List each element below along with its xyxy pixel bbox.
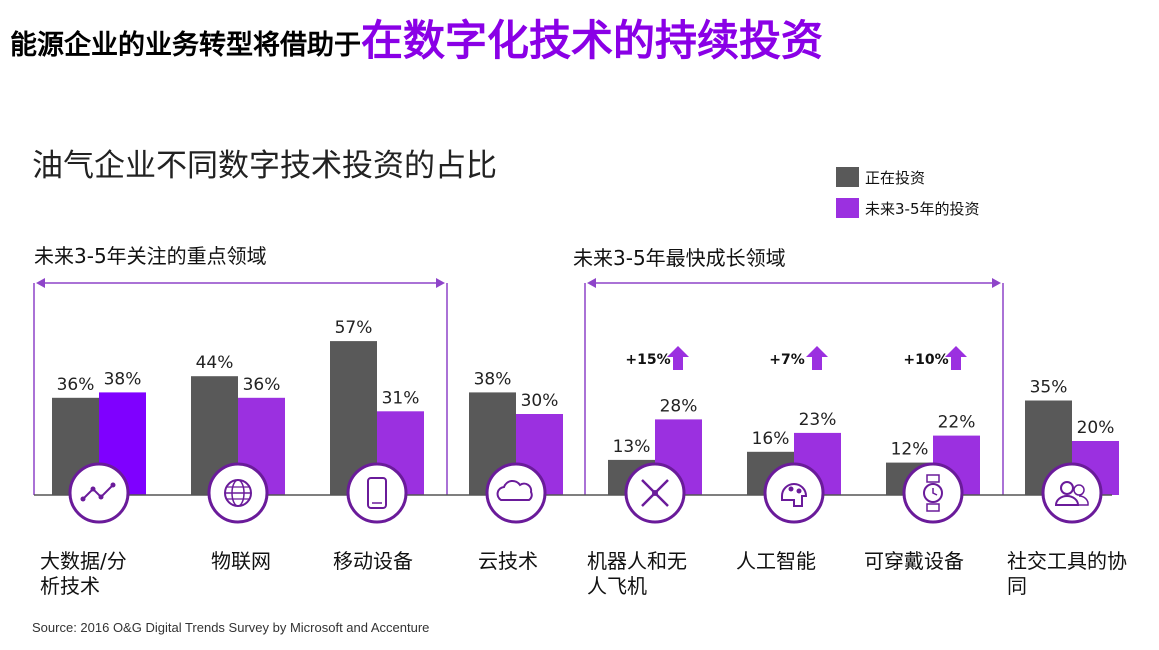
- analytics-point-1: [90, 486, 96, 492]
- watch-face: [923, 483, 943, 503]
- value-label-future-1: 36%: [243, 375, 281, 395]
- ai-brain-icon-ring: [763, 462, 825, 524]
- legend-item-current: 正在投资: [836, 166, 980, 188]
- growth-arrow-4: [667, 346, 689, 370]
- category-label-0-1: 析技术: [40, 574, 100, 598]
- icons-layer: [68, 462, 1103, 524]
- growth-bracket-arrow-right: [992, 278, 1001, 288]
- growth-bracket-arrow-left: [587, 278, 596, 288]
- value-label-current-7: 35%: [1030, 378, 1068, 398]
- chart-subtitle: 油气企业不同数字技术投资的占比: [32, 148, 497, 184]
- category-label-1-0: 物联网: [211, 549, 271, 573]
- category-label-5-0: 人工智能: [736, 549, 816, 573]
- growth-arrow-6: [945, 346, 967, 370]
- value-label-current-6: 12%: [891, 440, 929, 460]
- value-label-current-5: 16%: [752, 429, 790, 449]
- mobile-phone-icon: [346, 462, 408, 524]
- phone-body: [367, 477, 387, 509]
- analytics-point-2: [98, 494, 104, 500]
- headline-highlight: 在数字化技术的持续投资: [361, 16, 824, 65]
- section-brackets: [33, 278, 1004, 495]
- watch-strap-top: [926, 474, 940, 483]
- bars-layer: [52, 341, 1119, 495]
- analytics-point-3: [110, 482, 116, 488]
- person-b-body: [1076, 495, 1089, 506]
- ai-brain-icon: [763, 462, 825, 524]
- growth-bracket: [584, 278, 1004, 495]
- growth-arrow-5: [806, 346, 828, 370]
- analytics-point-0: [80, 496, 86, 502]
- watch-strap-bottom: [926, 503, 940, 512]
- value-label-future-3: 30%: [521, 391, 559, 411]
- person-a-head: [1060, 481, 1074, 495]
- brain-node-a: [788, 486, 794, 492]
- category-label-4-0: 机器人和无: [587, 549, 687, 573]
- robot-drone-icon: [624, 462, 686, 524]
- growth-label-4: +15%: [625, 352, 670, 368]
- value-label-future-0: 38%: [104, 369, 142, 389]
- focus-bracket: [33, 278, 448, 495]
- growth-area-label: 未来3-5年最快成长领域: [573, 246, 786, 270]
- brain-node-b: [796, 488, 802, 494]
- focus-bracket-arrow-right: [436, 278, 445, 288]
- source-note: Source: 2016 O&G Digital Trends Survey b…: [32, 620, 430, 635]
- smartwatch-icon: [902, 462, 964, 524]
- headline-prefix: 能源企业的业务转型将借助于: [10, 30, 361, 61]
- brain-head: [781, 483, 808, 507]
- analytics-icon: [68, 462, 130, 524]
- category-label-4-1: 人飞机: [587, 574, 647, 598]
- legend-item-future: 未来3-5年的投资: [836, 197, 980, 219]
- focus-area-label: 未来3-5年关注的重点领域: [34, 244, 267, 268]
- person-a-body: [1054, 495, 1080, 506]
- value-label-current-3: 38%: [474, 369, 512, 389]
- growth-label-6: +10%: [903, 352, 948, 368]
- analytics-line: [82, 484, 114, 500]
- people-icon: [1041, 462, 1103, 524]
- cloud-shape: [496, 480, 533, 501]
- category-label-6-0: 可穿戴设备: [864, 549, 964, 573]
- focus-bracket-arrow-left: [36, 278, 45, 288]
- value-label-current-0: 36%: [57, 375, 95, 395]
- growth-label-5: +7%: [769, 352, 805, 368]
- cloud-icon-ring: [485, 462, 547, 524]
- people-icon-ring: [1041, 462, 1103, 524]
- category-label-2-0: 移动设备: [333, 549, 413, 573]
- value-label-future-6: 22%: [938, 413, 976, 433]
- person-b-head: [1073, 484, 1085, 496]
- value-label-current-2: 57%: [335, 318, 373, 338]
- cloud-icon: [485, 462, 547, 524]
- value-label-future-2: 31%: [382, 388, 420, 408]
- mobile-phone-icon-ring: [346, 462, 408, 524]
- tool-pivot: [652, 490, 658, 496]
- legend-label-future: 未来3-5年的投资: [865, 199, 980, 218]
- category-label-3-0: 云技术: [478, 549, 538, 573]
- analytics-icon-ring: [68, 462, 130, 524]
- category-label-7-0: 社交工具的协: [1007, 549, 1127, 573]
- headline: 能源企业的业务转型将借助于 在数字化技术的持续投资: [10, 8, 823, 68]
- value-label-current-4: 13%: [613, 437, 651, 457]
- watch-hands: [932, 488, 938, 496]
- category-label-0-0: 大数据/分: [40, 549, 127, 573]
- value-label-future-4: 28%: [660, 396, 698, 416]
- legend-swatch-current: [836, 167, 859, 187]
- globe-icon: [207, 462, 269, 524]
- legend-swatch-future: [836, 198, 859, 218]
- legend-label-current: 正在投资: [865, 168, 926, 187]
- category-label-7-1: 同: [1007, 574, 1027, 598]
- value-label-current-1: 44%: [196, 353, 234, 373]
- value-label-future-7: 20%: [1077, 418, 1115, 438]
- legend: 正在投资 未来3-5年的投资: [836, 166, 980, 228]
- value-label-future-5: 23%: [799, 410, 837, 430]
